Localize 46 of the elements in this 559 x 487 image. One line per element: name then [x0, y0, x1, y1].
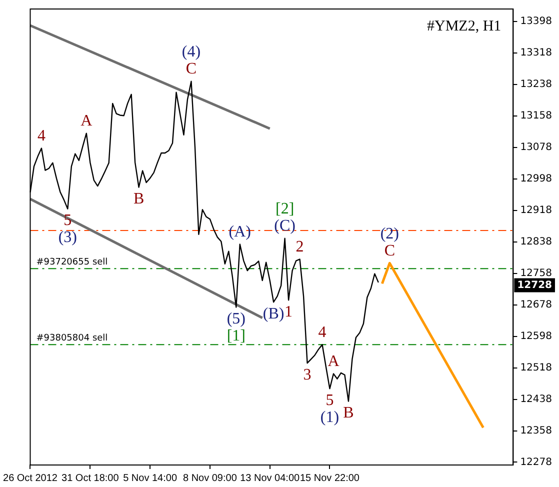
- text: #YMZ2, H1: [427, 18, 502, 34]
- y-tick-label: 12438: [520, 394, 552, 405]
- annotation: (1): [320, 408, 340, 426]
- annotation: 3: [303, 366, 312, 384]
- x-tick-label: 15 Nov 22:00: [300, 472, 360, 484]
- annotation: C: [384, 242, 395, 260]
- annotation: 2: [296, 238, 304, 256]
- y-tick-label: 13398: [520, 16, 552, 28]
- x-tick-label: 8 Nov 09:00: [182, 472, 238, 484]
- x-tick-label: 13 Nov 04:00: [240, 472, 300, 484]
- annotation: (4): [182, 44, 201, 61]
- annotation: (5): [226, 310, 246, 328]
- annotation: B: [343, 404, 354, 422]
- y-tick-label: 13158: [520, 110, 552, 122]
- annotation: 1: [284, 303, 293, 320]
- annotation: (C): [274, 218, 296, 235]
- annotation: A: [328, 352, 340, 370]
- annotation: (2): [380, 225, 399, 242]
- annotation: C: [186, 60, 197, 78]
- x-tick-label: 26 Oct 2012: [3, 472, 58, 484]
- annotation: (3): [58, 229, 78, 246]
- y-tick-label: 12758: [520, 268, 552, 279]
- annotation: 4: [37, 127, 46, 144]
- y-tick-label: 12998: [520, 174, 552, 185]
- y-tick-label: 12838: [520, 236, 552, 248]
- annotation: [1]: [226, 327, 246, 344]
- y-tick-label: 12358: [520, 425, 552, 436]
- annotation: A: [80, 112, 93, 130]
- ref-line-label: #93805804 sell: [36, 333, 108, 344]
- annotation: (B): [262, 305, 284, 322]
- annotation: 4: [318, 324, 326, 341]
- y-tick-label: 12918: [520, 205, 552, 216]
- y-tick-label: 12278: [520, 456, 552, 468]
- y-tick-label: 13318: [520, 48, 552, 59]
- x-tick-label: 5 Nov 14:00: [123, 472, 178, 484]
- annotation: [2]: [275, 200, 294, 218]
- y-tick-label: 13238: [520, 79, 552, 90]
- annotation: B: [133, 190, 144, 208]
- y-tick-label: 12518: [520, 362, 552, 374]
- annotation: 5: [326, 392, 334, 409]
- y-tick-label: 12678: [520, 299, 552, 310]
- y-tick-label: 12598: [520, 330, 552, 342]
- y-tick-label: 13078: [520, 142, 552, 154]
- annotation: 12728: [517, 280, 552, 291]
- x-tick-label: 31 Oct 18:00: [62, 472, 120, 484]
- ref-line-label: #93720655 sell: [36, 258, 108, 268]
